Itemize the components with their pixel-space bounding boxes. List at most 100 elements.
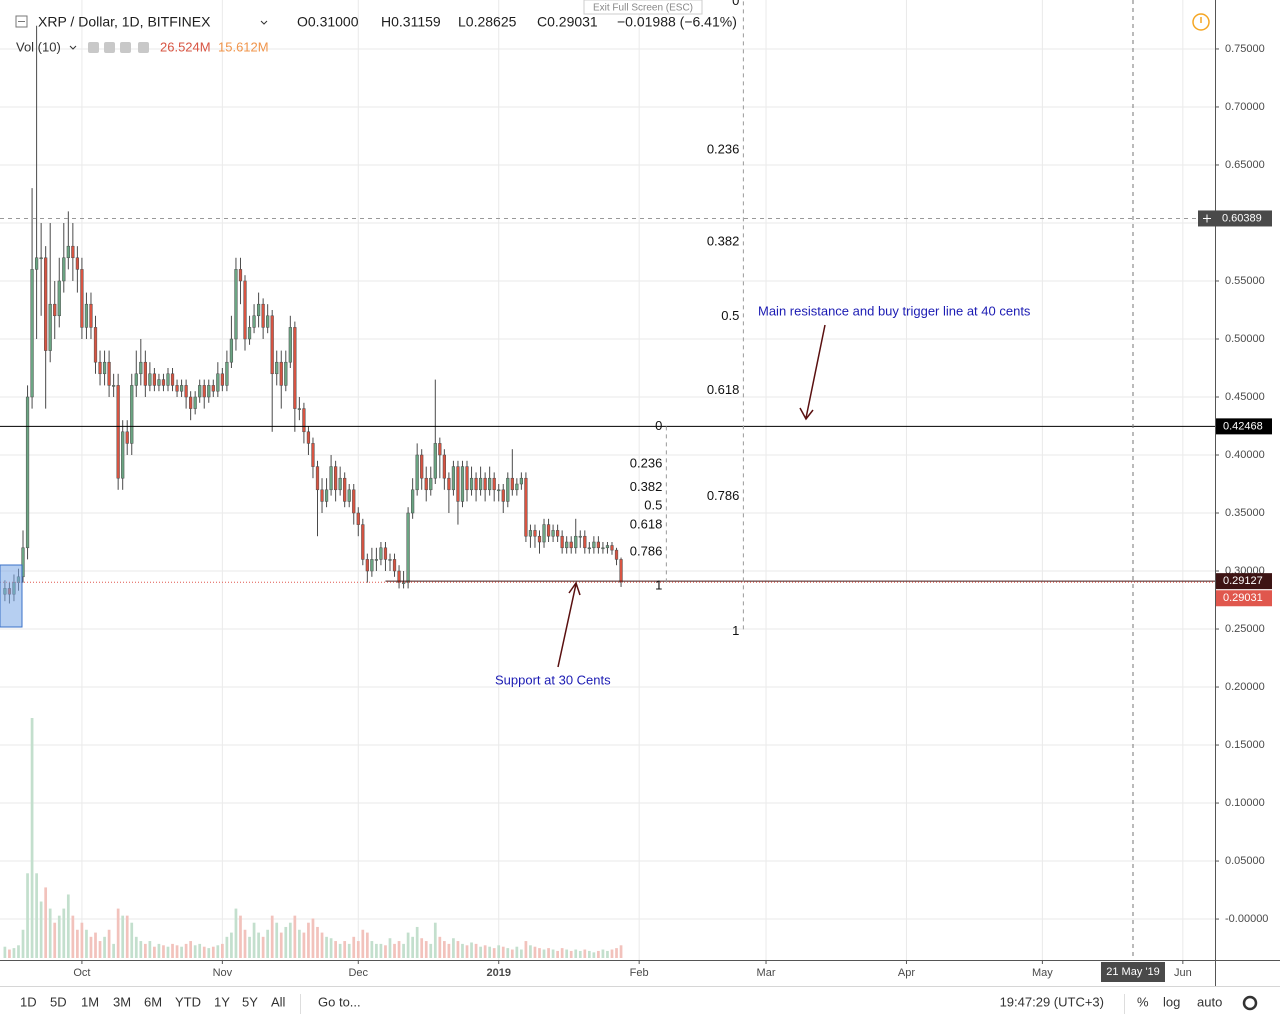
candle-body (415, 454, 419, 491)
volume-bar (193, 945, 197, 958)
ohlc-low: L0.28625 (458, 14, 517, 30)
icon-remove[interactable] (138, 42, 149, 53)
volume-bar (438, 936, 442, 958)
fib-level-label: 0.618 (707, 382, 740, 397)
range-button[interactable]: 5D (50, 994, 67, 1009)
price-pane (0, 0, 1215, 960)
icon-more[interactable] (120, 42, 131, 53)
candle-body (71, 245, 75, 259)
icon-settings[interactable] (104, 42, 115, 53)
volume-bar (98, 941, 102, 958)
candle-body (506, 477, 510, 502)
symbol-chevron[interactable] (260, 20, 268, 25)
candle-body (411, 489, 415, 514)
candle-body (401, 582, 406, 584)
volume-bar (483, 945, 487, 958)
exit-fullscreen[interactable]: Exit Full Screen (ESC) (593, 3, 693, 14)
candle-body (442, 454, 446, 479)
volume-bar (298, 929, 301, 958)
candle-body (139, 361, 143, 375)
candle-body (297, 408, 301, 410)
crosshair-x-box (1100, 962, 1165, 982)
candle-body (121, 431, 125, 479)
range-button[interactable]: 3M (113, 994, 131, 1009)
volume-chevron[interactable] (69, 45, 77, 50)
candle-body (465, 466, 469, 491)
y-tick-label: 0.05000 (1225, 855, 1265, 867)
collapse-icon[interactable] (15, 15, 28, 28)
volume-indicator[interactable]: Vol (10) (16, 39, 61, 54)
goto-button[interactable]: Go to... (318, 994, 361, 1009)
candle-body (469, 477, 474, 491)
range-button[interactable]: 1D (20, 994, 37, 1009)
candle-body (84, 303, 89, 328)
volume-bar (184, 943, 188, 958)
candle-body (370, 559, 374, 572)
log-toggle[interactable]: log (1163, 994, 1180, 1009)
candle-body (107, 361, 111, 386)
volume-bar (166, 946, 170, 958)
warning-icon[interactable] (1192, 13, 1210, 31)
volume-bar (12, 948, 16, 958)
candle-body (275, 361, 279, 375)
volume-bar (529, 945, 532, 958)
volume-bar (17, 945, 20, 958)
volume-bar (311, 918, 315, 958)
range-button[interactable]: All (271, 994, 286, 1009)
candle-body (243, 280, 247, 340)
candle-body (234, 269, 238, 340)
volume-bar (479, 946, 482, 958)
y-tick-label: 0.45000 (1225, 391, 1265, 403)
volume-bar (270, 915, 274, 958)
volume-bar (248, 936, 251, 958)
volume-bar (442, 941, 446, 958)
range-button[interactable]: 1M (81, 994, 99, 1009)
volume-bar (112, 943, 115, 958)
percent-toggle[interactable]: % (1137, 994, 1149, 1009)
candle-body (288, 327, 292, 363)
clock: 19:47:29 (UTC+3) (1000, 994, 1104, 1009)
volume-bar (125, 915, 129, 958)
last-price-box (1216, 590, 1272, 607)
y-tick-label: -0.00000 (1225, 913, 1268, 925)
candle-body (284, 361, 288, 386)
y-tick-label: 0.10000 (1225, 797, 1265, 809)
candle-body (193, 396, 197, 409)
candle-body (519, 477, 523, 485)
candle-body (306, 431, 311, 444)
price-label-box (1216, 573, 1272, 590)
ohlc-high: H0.31159 (381, 14, 441, 30)
selection-box (0, 564, 23, 628)
candle-body (198, 385, 202, 398)
candle-body (447, 477, 451, 491)
volume-bar (121, 915, 125, 958)
volume-bar (143, 943, 147, 958)
candle-body (220, 373, 224, 386)
candle-body (148, 373, 152, 386)
volume-bar (574, 949, 578, 958)
volume-bar (302, 932, 306, 958)
range-button[interactable]: 1Y (214, 994, 230, 1009)
candle-body (478, 477, 483, 491)
candle-body (565, 541, 569, 549)
axes: 0.750000.700000.650000.600000.550000.500… (73, 43, 1272, 982)
range-button[interactable]: YTD (175, 994, 201, 1009)
range-button[interactable]: 5Y (242, 994, 258, 1009)
fib-level-label: 0 (732, 0, 739, 8)
symbol[interactable]: XRP / Dollar, 1D, BITFINEX (38, 14, 211, 30)
volume-bar (21, 929, 25, 958)
exit-fullscreen-button[interactable] (583, 0, 703, 15)
volume-bar (234, 908, 238, 958)
fib-level-label: 0.5 (644, 498, 662, 513)
auto-toggle[interactable]: auto (1197, 994, 1222, 1009)
candle-body (451, 466, 456, 491)
icon-eye[interactable] (88, 42, 99, 53)
crosshair-y-box (1198, 210, 1272, 227)
volume-bar (506, 948, 510, 958)
settings-gear[interactable] (1242, 995, 1258, 1011)
volume-bar (220, 943, 224, 958)
candle-body (361, 524, 365, 560)
volume-bar (180, 946, 183, 958)
volume-bar (76, 929, 79, 958)
range-button[interactable]: 6M (144, 994, 162, 1009)
